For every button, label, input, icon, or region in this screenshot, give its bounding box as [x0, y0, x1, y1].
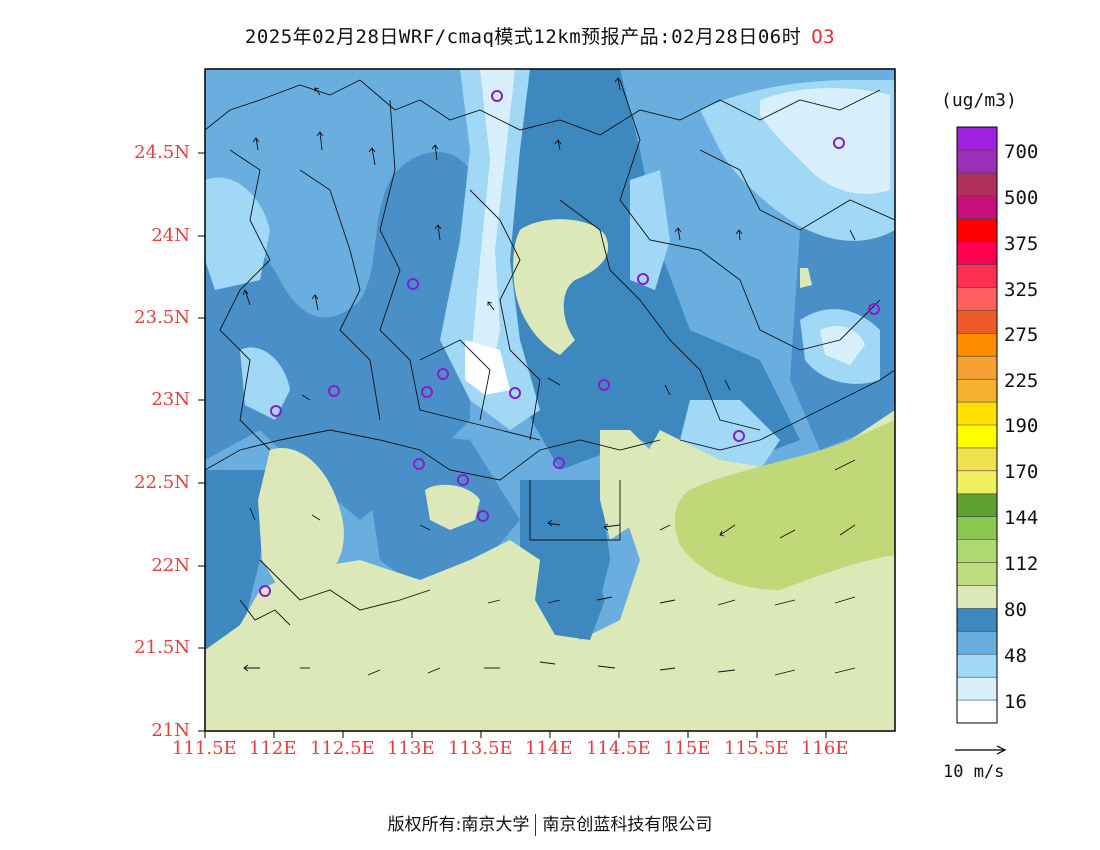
- lat-label: 24N: [151, 225, 190, 246]
- lat-label: 22N: [151, 555, 190, 576]
- legend-level: 325: [1004, 279, 1039, 301]
- legend-swatch: [957, 195, 997, 220]
- map-title: 2025年02月28日WRF/cmaq模式12km预报产品:02月28日06时 O…: [0, 22, 1080, 49]
- legend-swatch: [957, 172, 997, 197]
- legend-swatch: [957, 127, 997, 151]
- lat-label: 21N: [151, 720, 190, 741]
- lat-label: 23N: [151, 389, 190, 410]
- lon-label: 113.5E: [448, 738, 513, 759]
- lon-label: 115.5E: [724, 738, 789, 759]
- footer-divider: [535, 814, 537, 836]
- legend-swatch: [957, 264, 997, 288]
- legend-swatch: [957, 608, 997, 632]
- legend-swatch: [957, 539, 997, 564]
- lon-label: 114.5E: [586, 738, 651, 759]
- copyright-company: 南京创蓝科技有限公司: [542, 815, 713, 835]
- legend-level: 112: [1004, 553, 1039, 575]
- legend-swatch: [957, 493, 997, 518]
- legend-colorbar: [956, 126, 998, 724]
- legend-swatch: [957, 333, 997, 357]
- legend-swatch: [957, 379, 997, 403]
- wind-reference-arrow: [955, 745, 1007, 755]
- lon-label: 115E: [663, 738, 711, 759]
- legend-swatch: [957, 149, 997, 174]
- legend-level: 48: [1004, 645, 1027, 667]
- legend-swatch: [957, 631, 997, 655]
- lat-label: 24.5N: [134, 142, 190, 163]
- legend-level: 16: [1004, 691, 1027, 713]
- legend-level: 375: [1004, 233, 1039, 255]
- legend-swatch: [957, 700, 997, 724]
- legend-level: 170: [1004, 461, 1039, 483]
- legend-unit: (ug/m3): [941, 90, 1017, 111]
- ozone-field: [205, 69, 895, 731]
- copyright-footer: 版权所有:南京大学 南京创蓝科技有限公司: [0, 810, 1100, 836]
- legend-level: 80: [1004, 599, 1027, 621]
- legend-level: 500: [1004, 187, 1039, 209]
- legend-swatch: [957, 356, 997, 380]
- copyright-owner: 版权所有:南京大学: [387, 815, 530, 835]
- wind-vectors: [242, 77, 856, 676]
- legend-swatch: [957, 241, 997, 266]
- boundary-lines: [205, 79, 895, 626]
- legend-swatch: [957, 287, 997, 311]
- legend-swatch: [957, 654, 997, 678]
- species-label: O3: [811, 26, 836, 48]
- legend-level: 700: [1004, 141, 1039, 163]
- lat-label: 22.5N: [134, 472, 190, 493]
- title-text: 2025年02月28日WRF/cmaq模式12km预报产品:02月28日06时: [244, 26, 802, 48]
- legend-swatch: [957, 585, 997, 609]
- legend-swatch: [957, 218, 997, 243]
- lon-label: 113E: [387, 738, 435, 759]
- legend-swatch: [957, 425, 997, 449]
- station-markers: [259, 90, 880, 597]
- legend-border: [956, 126, 998, 724]
- legend-level: 190: [1004, 415, 1039, 437]
- lat-label: 21.5N: [134, 637, 190, 658]
- legend-swatch: [957, 310, 997, 334]
- legend-swatch: [957, 470, 997, 495]
- lon-label: 112E: [249, 738, 297, 759]
- axis-ticks: [198, 152, 827, 738]
- lon-label: 116E: [801, 738, 849, 759]
- legend-swatch: [957, 447, 997, 472]
- wind-reference-label: 10 m/s: [943, 762, 1005, 782]
- legend-swatch: [957, 516, 997, 541]
- lon-label: 112.5E: [310, 738, 375, 759]
- lon-label: 114E: [525, 738, 573, 759]
- legend-level: 144: [1004, 507, 1039, 529]
- legend-level: 225: [1004, 370, 1039, 392]
- legend-swatch: [957, 677, 997, 701]
- lat-label: 23.5N: [134, 307, 190, 328]
- lon-label: 111.5E: [172, 738, 237, 759]
- legend-swatch: [957, 402, 997, 426]
- legend-swatch: [957, 562, 997, 586]
- legend-level: 275: [1004, 324, 1039, 346]
